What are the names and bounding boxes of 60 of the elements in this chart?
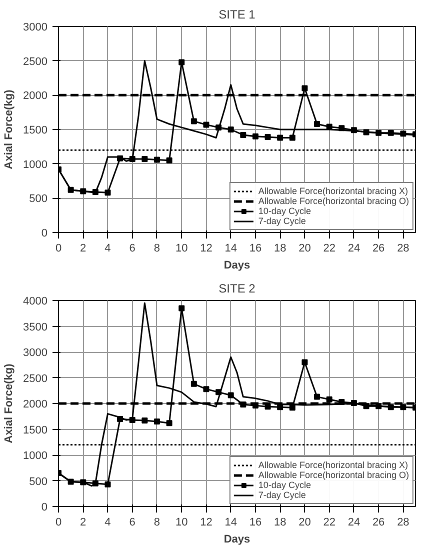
y-tick-label: 2500 — [23, 372, 48, 385]
x-axis-title: Days — [224, 534, 250, 546]
x-tick-label: 10 — [175, 516, 188, 528]
chart-title: SITE 2 — [218, 282, 256, 296]
x-tick-label: 4 — [104, 516, 111, 528]
x-tick-label: 14 — [224, 516, 237, 528]
x-tick-label: 6 — [129, 242, 136, 254]
legend-label: Allowable Force(horizontal bracing X) — [258, 460, 408, 470]
y-tick-label: 500 — [29, 476, 48, 488]
x-tick-label: 28 — [397, 242, 410, 254]
y-tick-label: 1500 — [23, 124, 48, 136]
x-tick-label: 16 — [249, 242, 262, 254]
y-tick-label: 4000 — [23, 296, 48, 308]
legend-label: 10-day Cycle — [258, 206, 311, 216]
x-tick-label: 0 — [55, 242, 62, 254]
x-tick-label: 26 — [372, 242, 385, 254]
x-tick-label: 4 — [104, 242, 111, 254]
y-tick-label: 2500 — [23, 56, 48, 68]
y-tick-label: 1000 — [23, 450, 48, 462]
x-tick-label: 16 — [249, 516, 262, 528]
y-axis-title: Axial Force(kg) — [3, 89, 16, 170]
x-tick-label: 12 — [200, 516, 212, 528]
x-tick-label: 28 — [397, 516, 410, 528]
x-tick-label: 22 — [323, 242, 336, 254]
legend-label: Allowable Force(horizontal bracing O) — [258, 470, 409, 480]
legend-label: Allowable Force(horizontal bracing O) — [258, 196, 409, 206]
y-tick-label: 1500 — [23, 424, 48, 436]
y-tick-label: 3500 — [23, 321, 48, 334]
x-tick-label: 2 — [80, 516, 86, 528]
legend-label: 10-day Cycle — [258, 480, 311, 490]
x-tick-label: 6 — [129, 516, 136, 528]
x-tick-label: 24 — [348, 516, 360, 528]
x-tick-label: 20 — [298, 242, 311, 254]
x-tick-label: 26 — [372, 516, 385, 528]
x-tick-label: 14 — [224, 242, 237, 254]
x-axis-title: Days — [224, 260, 250, 272]
y-tick-label: 0 — [41, 502, 48, 514]
y-tick-label: 2000 — [23, 90, 48, 102]
x-tick-label: 0 — [55, 516, 62, 528]
x-tick-label: 10 — [175, 242, 188, 254]
x-tick-label: 8 — [154, 516, 160, 528]
y-axis-title: Axial Force(kg) — [3, 363, 16, 444]
y-tick-label: 2000 — [23, 398, 48, 410]
x-tick-label: 18 — [274, 516, 286, 528]
y-tick-label: 1000 — [23, 158, 48, 171]
y-tick-label: 0 — [41, 228, 48, 240]
legend-label: 7-day Cycle — [258, 490, 306, 500]
y-tick-label: 3000 — [23, 347, 48, 359]
y-tick-label: 3000 — [23, 22, 48, 34]
legend-label: Allowable Force(horizontal bracing X) — [258, 186, 408, 196]
x-tick-label: 18 — [274, 242, 286, 254]
x-tick-label: 2 — [80, 242, 86, 254]
x-tick-label: 8 — [154, 242, 160, 254]
chart-title: SITE 1 — [218, 8, 256, 22]
x-tick-label: 20 — [298, 516, 311, 528]
x-tick-label: 24 — [348, 242, 360, 254]
legend-label: 7-day Cycle — [258, 216, 306, 226]
x-tick-label: 12 — [200, 242, 212, 254]
y-tick-label: 500 — [29, 193, 48, 206]
x-tick-label: 22 — [323, 516, 336, 528]
